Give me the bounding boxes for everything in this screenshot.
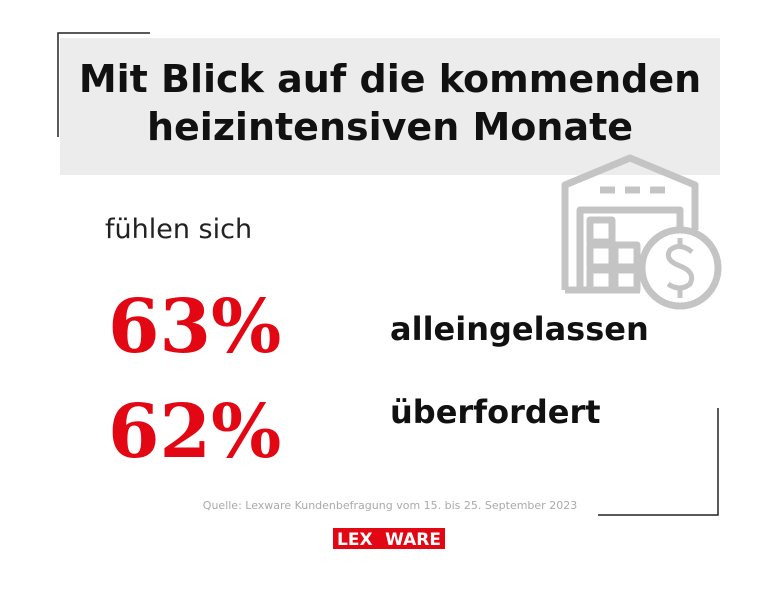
title-line: Mit Blick auf die kommenden [79,57,701,101]
stat-label: alleingelassen [390,310,649,348]
corner-top-left [57,32,150,137]
stat-label: überfordert [390,393,601,431]
title-box [60,38,720,175]
corner-bottom-right [598,408,719,516]
logo-text: WARE [385,530,441,550]
source-note: Quelle: Lexware Kundenbefragung vom 15. … [203,499,577,512]
stat-value: 63% [108,284,281,370]
intro-text: fühlen sich [105,214,252,245]
title-line: heizintensiven Monate [147,105,633,149]
warehouse-icon [561,154,722,310]
stat-value: 62% [108,389,281,475]
logo-text: LEX [337,530,373,550]
logo-box [333,528,445,549]
